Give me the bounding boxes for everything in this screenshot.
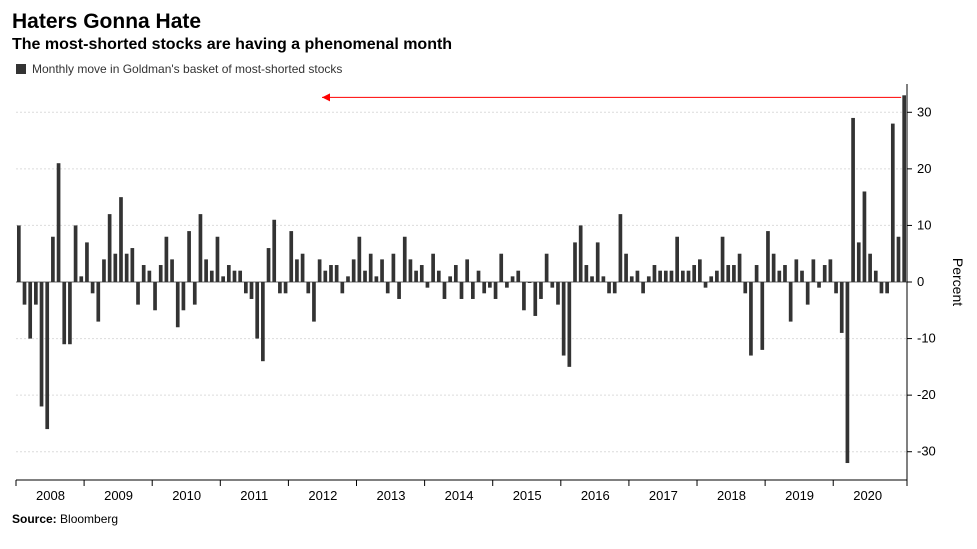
svg-text:20: 20 (917, 161, 931, 176)
svg-text:2009: 2009 (104, 488, 133, 503)
svg-text:2019: 2019 (785, 488, 814, 503)
svg-text:2010: 2010 (172, 488, 201, 503)
svg-text:2017: 2017 (649, 488, 678, 503)
legend-label: Monthly move in Goldman's basket of most… (32, 62, 342, 76)
svg-text:2016: 2016 (581, 488, 610, 503)
svg-text:2020: 2020 (853, 488, 882, 503)
svg-text:-30: -30 (917, 444, 936, 459)
svg-text:30: 30 (917, 104, 931, 119)
svg-text:0: 0 (917, 274, 924, 289)
bar-chart-svg: -30 -20 -10 0 10 20 30 2008 2009 2010 2011 2012 2013… (12, 78, 965, 508)
source-line: Source: Bloomberg (12, 512, 965, 526)
chart-title: Haters Gonna Hate (12, 10, 965, 34)
source-label: Source: (12, 512, 57, 526)
svg-text:Percent: Percent (950, 258, 965, 306)
svg-text:-20: -20 (917, 387, 936, 402)
svg-text:2018: 2018 (717, 488, 746, 503)
svg-text:2013: 2013 (377, 488, 406, 503)
svg-text:2014: 2014 (445, 488, 474, 503)
svg-text:-10: -10 (917, 331, 936, 346)
source-value: Bloomberg (60, 512, 118, 526)
svg-text:2011: 2011 (240, 488, 268, 503)
legend-swatch (16, 64, 26, 74)
chart-subtitle: The most-shorted stocks are having a phe… (12, 36, 965, 54)
chart-area: -30 -20 -10 0 10 20 30 2008 2009 2010 2011 2012 2013… (12, 78, 965, 508)
legend: Monthly move in Goldman's basket of most… (12, 62, 965, 76)
svg-text:2015: 2015 (513, 488, 542, 503)
svg-text:2008: 2008 (36, 488, 65, 503)
svg-text:2012: 2012 (308, 488, 337, 503)
svg-text:10: 10 (917, 217, 931, 232)
